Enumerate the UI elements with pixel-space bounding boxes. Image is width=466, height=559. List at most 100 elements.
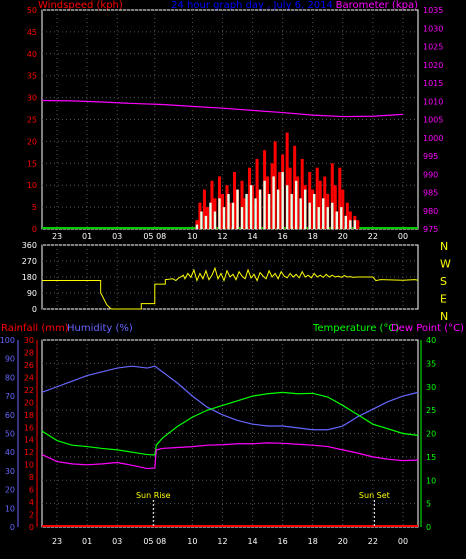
barometer-tick-label: 990	[423, 170, 438, 179]
climate-x-tick-label: 22	[368, 537, 378, 546]
humidity-tick-label: 60	[5, 411, 15, 420]
wind-average-bar	[281, 172, 284, 229]
wind-average-bar	[299, 198, 302, 229]
direction-tick-label: 180	[22, 273, 37, 282]
wind-average-bar	[272, 176, 275, 229]
wind-gust-bar	[338, 167, 342, 229]
wind-tick-label: 15	[27, 159, 37, 168]
wind-gust-bar	[266, 176, 270, 229]
wind-gust-bar	[270, 163, 274, 229]
dewpoint-line	[41, 442, 419, 470]
climate-x-tick-label: 03	[112, 537, 122, 546]
wind-x-tick-label: 14	[247, 232, 257, 241]
rain-tick-label: 20	[24, 398, 34, 407]
wind-average-bar	[222, 207, 226, 229]
wind-x-tick-label: 01	[82, 232, 92, 241]
wind-average-bar	[231, 202, 235, 229]
barometer-tick-label: 1005	[423, 116, 443, 125]
wind-gust-bar	[285, 132, 289, 229]
climate-x-tick-label: 05 08	[143, 537, 166, 546]
direction-tick-label: 0	[32, 305, 37, 314]
rain-tick-label: 8	[29, 473, 34, 482]
rain-tick-label: 6	[29, 486, 34, 495]
wind-average-bar	[294, 180, 298, 229]
compass-letter-label: N	[440, 240, 448, 253]
wind-tick-label: 20	[27, 137, 37, 146]
wind-average-bar	[263, 180, 266, 229]
wind-gust-bar	[205, 207, 209, 229]
rain-tick-label: 14	[24, 436, 34, 445]
wind-average-bar	[340, 207, 343, 229]
wind-tick-label: 40	[27, 50, 37, 59]
wind-gust-bar	[293, 145, 297, 229]
climate-x-tick-label: 23	[52, 537, 62, 546]
temperature-tick-label: 20	[426, 430, 436, 439]
humidity-tick-label: 70	[5, 392, 15, 401]
barometer-line	[41, 99, 403, 118]
wind-gust-bar	[278, 172, 282, 229]
wind-tick-label: 25	[27, 116, 37, 125]
wind-tick-label: 30	[27, 94, 37, 103]
barometer-tick-label: 1000	[423, 134, 443, 143]
barometer-tick-label: 975	[423, 225, 438, 234]
wind-average-bar	[322, 198, 325, 229]
wind-gust-bar	[323, 176, 327, 229]
climate-panel: 0102030405060708090100024681012141618202…	[0, 336, 436, 546]
temperature-line	[41, 391, 419, 456]
direction-tick-label: 90	[27, 289, 37, 298]
rain-tick-label: 4	[29, 498, 34, 507]
compass-letter-label: E	[440, 293, 447, 306]
wind-x-tick-label: 18	[308, 232, 318, 241]
humidity-tick-label: 0	[10, 523, 15, 532]
barometer-tick-label: 1015	[423, 79, 443, 88]
wind-gust-bar	[300, 158, 304, 229]
wind-gust-bar	[345, 202, 349, 229]
wind-average-bar	[349, 220, 352, 229]
wind-average-bar	[276, 189, 280, 229]
climate-x-tick-label: 20	[338, 537, 348, 546]
wind-average-bar	[254, 198, 257, 229]
compass-letter-label: N	[440, 310, 448, 323]
rain-tick-label: 28	[24, 348, 34, 357]
temperature-tick-label: 15	[426, 453, 436, 462]
wind-x-tick-label: 12	[217, 232, 227, 241]
barometer-tick-label: 980	[423, 207, 438, 216]
wind-tick-label: 10	[27, 181, 37, 190]
sunset-label: Sun Set	[359, 491, 390, 500]
rain-tick-label: 22	[24, 386, 34, 395]
wind-average-bar	[313, 193, 316, 229]
wind-average-bar	[308, 202, 311, 229]
barometer-tick-label: 1030	[423, 24, 443, 33]
barometer-tick-label: 1025	[423, 43, 443, 52]
wind-x-tick-label: 16	[278, 232, 288, 241]
humidity-tick-label: 20	[5, 486, 15, 495]
direction-tick-label: 360	[22, 241, 37, 250]
temperature-tick-label: 10	[426, 476, 436, 485]
climate-x-tick-label: 12	[217, 537, 227, 546]
wind-gust-bar	[333, 185, 337, 229]
wind-gust-bar	[198, 202, 202, 229]
wind-panel: 0510152025303540455097598098599099510001…	[27, 6, 444, 241]
direction-tick-label: 270	[22, 257, 37, 266]
wind-average-bar	[209, 202, 212, 229]
barometer-tick-label: 995	[423, 152, 438, 161]
wind-gust-bar	[248, 167, 252, 229]
wind-gust-bar	[240, 180, 244, 229]
wind-gust-bar	[348, 211, 352, 229]
wind-gust-bar	[311, 189, 315, 229]
barometer-tick-label: 1020	[423, 61, 443, 70]
humidity-tick-label: 80	[5, 373, 15, 382]
chart-date-title: 24 hour graph day , July 6, 2014	[171, 0, 333, 11]
wind-average-bar	[236, 189, 239, 229]
compass-letter-label: S	[440, 275, 447, 288]
wind-tick-label: 0	[32, 225, 37, 234]
wind-gust-bar	[330, 163, 334, 229]
compass-letter-label: W	[440, 258, 451, 271]
wind-gust-bar	[233, 172, 237, 229]
wind-gust-bar	[288, 167, 292, 229]
wind-gust-bar	[341, 189, 345, 229]
temperature-tick-label: 5	[426, 500, 431, 509]
humidity-tick-label: 90	[5, 355, 15, 364]
temperature-axis-title: Temperature (°C)	[312, 323, 399, 334]
